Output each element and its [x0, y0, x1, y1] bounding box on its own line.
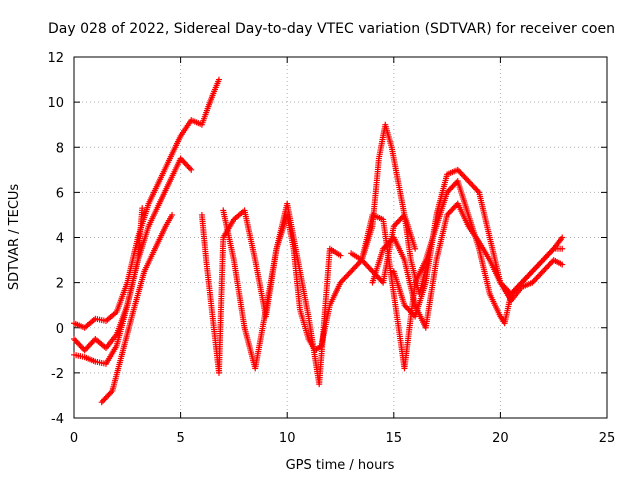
y-tick-label: 4: [56, 232, 64, 247]
x-tick-labels: 0 5 10 15 20 25: [70, 431, 615, 446]
series-track-j: [369, 200, 566, 331]
grid: [74, 57, 607, 418]
x-tick-label: 5: [176, 431, 184, 446]
x-tick-label: 10: [279, 431, 296, 446]
series-track-e: [198, 200, 344, 388]
data-point: [559, 234, 566, 241]
x-tick-label: 15: [386, 431, 403, 446]
data-point: [337, 252, 344, 259]
chart-title: Day 028 of 2022, Sidereal Day-to-day VTE…: [48, 21, 615, 37]
series-track-a: [71, 76, 222, 331]
x-tick-label: 20: [492, 431, 509, 446]
y-axis-label: SDTVAR / TECUs: [7, 184, 22, 291]
axis-ticks: [73, 56, 608, 419]
data-point: [169, 211, 176, 218]
y-tick-label: 2: [56, 277, 64, 292]
y-tick-label: 8: [56, 141, 64, 156]
data-point: [412, 245, 419, 252]
series-track-g: [358, 121, 431, 297]
x-tick-label: 25: [599, 431, 616, 446]
data-markers: [71, 76, 566, 406]
series-track-d: [98, 211, 176, 406]
series-track-f: [220, 207, 419, 372]
y-tick-label: -2: [51, 367, 64, 382]
y-tick-labels: -4 -2 0 2 4 6 8 10 12: [47, 51, 64, 427]
y-tick-label: 10: [47, 96, 64, 111]
data-point: [559, 261, 566, 268]
plot-frame: [73, 56, 608, 419]
y-tick-label: 6: [56, 186, 64, 201]
data-point: [215, 76, 222, 83]
x-axis-label: GPS time / hours: [286, 458, 395, 473]
data-point: [188, 166, 195, 173]
y-tick-label: 0: [56, 322, 64, 337]
y-tick-label: -4: [51, 412, 64, 427]
series-track-i: [390, 166, 566, 320]
series-track-c: [71, 205, 146, 367]
x-tick-label: 0: [70, 431, 78, 446]
data-point: [139, 205, 146, 212]
data-point: [559, 245, 566, 252]
y-tick-label: 12: [47, 51, 64, 66]
